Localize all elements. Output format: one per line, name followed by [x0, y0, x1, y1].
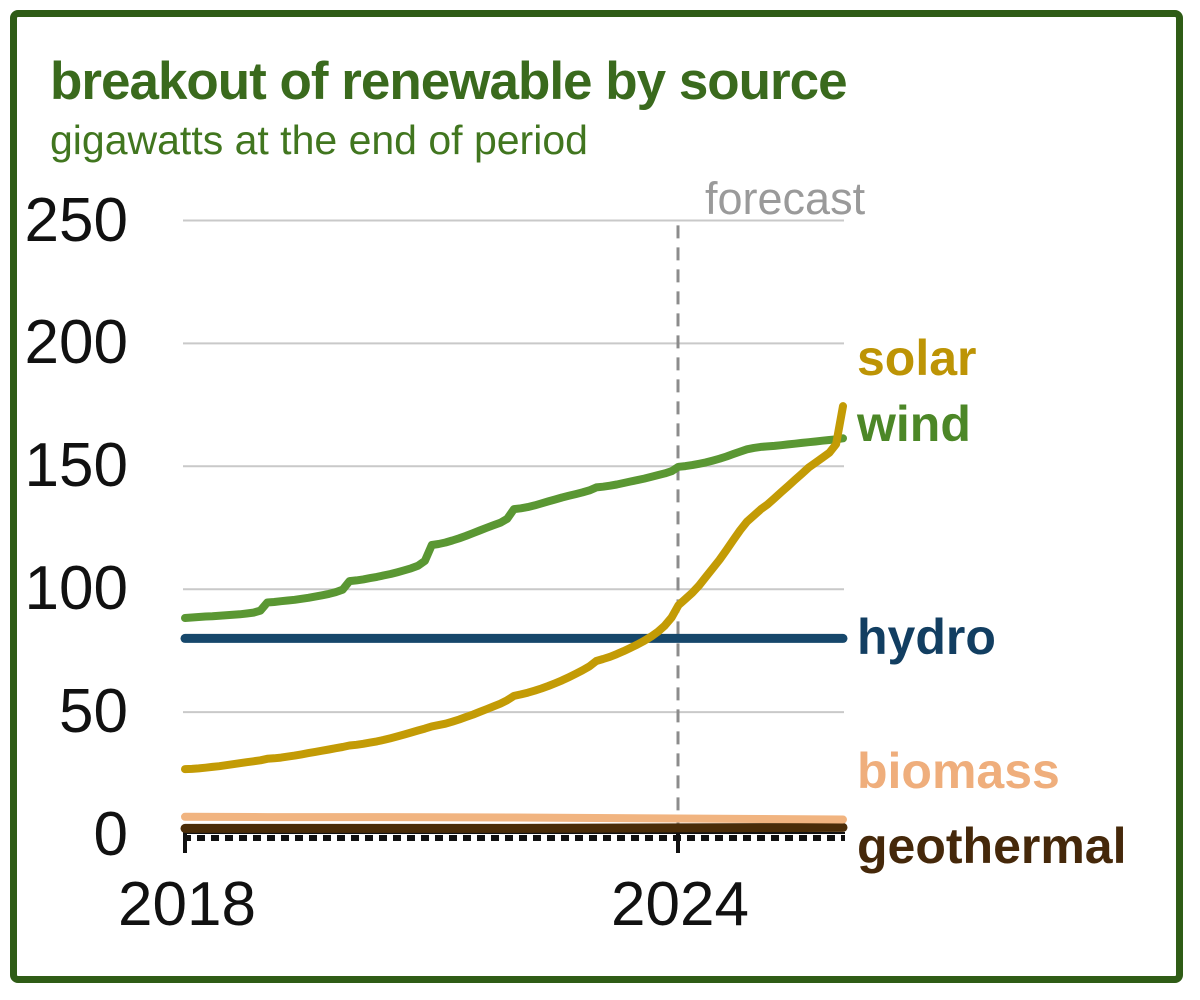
series-label-geothermal: geothermal [857, 818, 1127, 874]
x-axis-label-2018: 2018 [118, 870, 256, 939]
x-axis-label-2024: 2024 [611, 870, 749, 939]
series-label-wind: wind [857, 396, 971, 452]
solar-line [181, 402, 847, 774]
y-axis-label-150: 150 [24, 431, 128, 501]
geothermal-line [180, 822, 848, 833]
y-axis-label-100: 100 [24, 554, 128, 624]
series-label-biomass: biomass [857, 743, 1060, 799]
y-axis-label-0: 0 [93, 800, 128, 869]
biomass-line [181, 812, 847, 824]
y-axis-label-50: 50 [59, 677, 128, 747]
y-axis-label-250: 250 [24, 185, 128, 255]
chart-subtitle: gigawatts at the end of period [50, 117, 588, 163]
y-axis-label-200: 200 [24, 308, 128, 378]
forecast-label: forecast [705, 173, 866, 224]
series-label-solar: solar [857, 330, 977, 386]
chart-title: breakout of renewable by source [50, 52, 848, 111]
wind-line [181, 434, 847, 622]
series-label-hydro: hydro [857, 609, 996, 665]
